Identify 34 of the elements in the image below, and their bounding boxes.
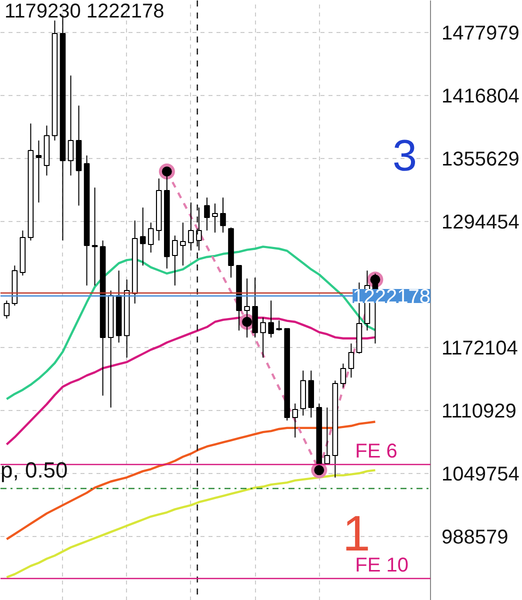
candlestick (4, 300, 10, 320)
ref-line-label: p, 0.50 (0, 458, 68, 482)
y-tick-label: 1049754 (442, 464, 520, 486)
candlestick (292, 403, 298, 438)
candlestick (92, 187, 98, 286)
y-tick-label: 1294454 (442, 212, 520, 234)
ref-line-label: 1222178 (352, 286, 431, 308)
candlestick (204, 197, 210, 232)
text: 3 (392, 132, 417, 180)
candlestick (260, 317, 266, 358)
y-tick-label: 1110929 (442, 400, 516, 423)
point (311, 462, 328, 478)
candlestick (340, 363, 346, 388)
y-tick-label: 1355629 (442, 148, 520, 171)
candlestick (68, 75, 74, 176)
candlestick (220, 197, 226, 234)
ref-line-label: FE 6 (355, 440, 398, 463)
candlestick (212, 203, 218, 234)
candlestick (276, 320, 282, 332)
candlestick (196, 207, 202, 251)
candlestick (148, 222, 154, 254)
y-tick-label: 1477979 (442, 22, 520, 44)
candlestick (348, 342, 354, 378)
candlestick (188, 202, 194, 251)
candlestick (268, 300, 274, 338)
candlestick (36, 140, 42, 204)
y-tick-label: 1416804 (442, 86, 520, 108)
chart-title: 1179230 1222178 (4, 0, 164, 22)
candlestick (172, 235, 178, 286)
candlestick (140, 207, 146, 266)
candlestick (180, 222, 186, 266)
y-tick-label: 1172104 (442, 338, 518, 360)
y-tick-label: 988579 (442, 526, 508, 549)
point (158, 164, 175, 180)
